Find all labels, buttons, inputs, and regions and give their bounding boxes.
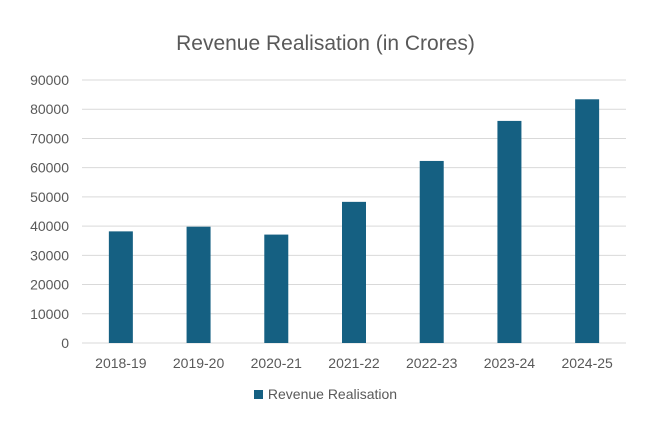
- bar: [186, 226, 211, 343]
- y-tick-label: 0: [61, 335, 69, 351]
- x-tick-label: 2021-22: [328, 355, 380, 371]
- bar: [108, 231, 133, 343]
- chart-title: Revenue Realisation (in Crores): [176, 32, 475, 55]
- y-tick-label: 30000: [30, 247, 69, 263]
- legend-swatch: [253, 390, 263, 399]
- y-tick-label: 20000: [30, 277, 69, 293]
- y-tick-label: 60000: [30, 160, 69, 176]
- x-tick-label: 2018-19: [95, 355, 147, 371]
- x-tick-label: 2024-25: [561, 355, 613, 371]
- y-tick-label: 50000: [30, 189, 69, 205]
- bar: [264, 234, 289, 343]
- legend-label: Revenue Realisation: [267, 386, 398, 402]
- y-tick-label: 80000: [30, 101, 69, 117]
- bar: [575, 99, 600, 343]
- x-tick-label: 2023-24: [484, 355, 536, 371]
- x-tick-label: 2019-20: [173, 355, 225, 371]
- x-tick-label: 2020-21: [251, 355, 303, 371]
- y-tick-label: 40000: [30, 218, 69, 234]
- bar: [342, 201, 366, 343]
- y-tick-label: 90000: [30, 72, 69, 88]
- y-tick-label: 10000: [30, 306, 69, 322]
- x-tick-label: 2022-23: [406, 355, 458, 371]
- bar: [419, 160, 444, 343]
- y-tick-label: 70000: [30, 130, 69, 146]
- legend: Revenue Realisation: [0, 386, 651, 402]
- bar: [497, 120, 522, 344]
